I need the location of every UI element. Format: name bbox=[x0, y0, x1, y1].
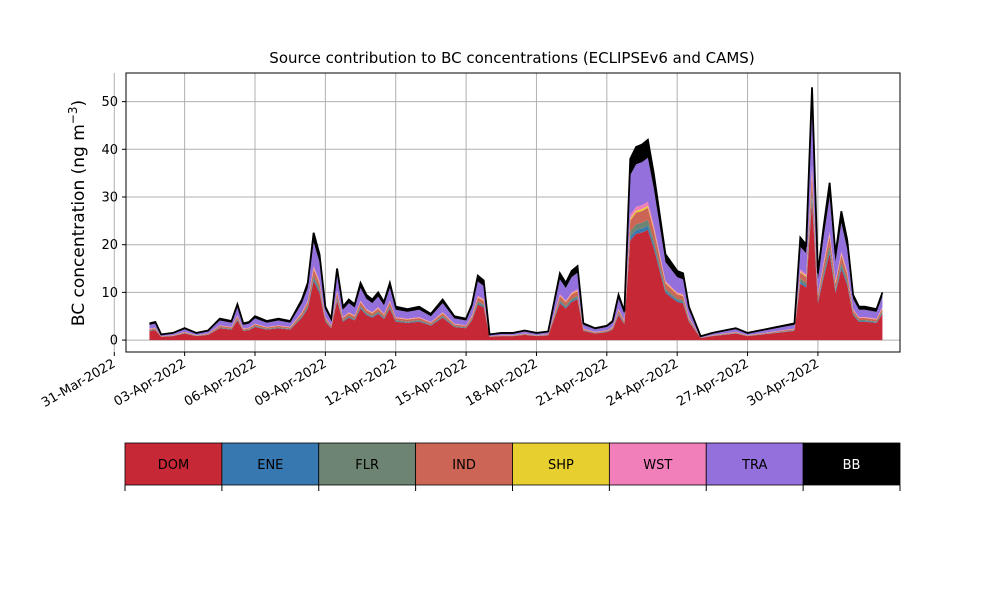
legend-label-wst: WST bbox=[643, 458, 672, 473]
y-axis-label-superscript: −3 bbox=[66, 106, 80, 124]
x-tick-label: 24-Apr-2022 bbox=[604, 356, 681, 409]
legend-label-bb: BB bbox=[843, 458, 861, 473]
total-line bbox=[149, 87, 884, 338]
plot-frame bbox=[125, 72, 901, 353]
area-bb bbox=[149, 87, 883, 337]
x-tick-label: 09-Apr-2022 bbox=[252, 356, 329, 409]
x-tick-label: 06-Apr-2022 bbox=[182, 356, 259, 409]
legend-label-ene: ENE bbox=[257, 458, 283, 473]
y-tick-label: 10 bbox=[101, 286, 118, 301]
y-tick-label: 30 bbox=[101, 191, 118, 206]
x-tick-label: 03-Apr-2022 bbox=[112, 356, 189, 409]
y-tick-label: 0 bbox=[110, 334, 118, 349]
total-line-layer bbox=[149, 87, 884, 338]
stacked-areas bbox=[149, 87, 883, 341]
legend: DOM ENE FLR IND SHP WST TRA BB bbox=[124, 442, 901, 491]
y-tick-label: 40 bbox=[101, 143, 118, 158]
legend-label-dom: DOM bbox=[158, 458, 189, 473]
grid bbox=[113, 73, 900, 352]
area-ene bbox=[149, 195, 883, 338]
area-flr bbox=[149, 188, 883, 338]
x-axis: 31-Mar-202203-Apr-202206-Apr-202209-Apr-… bbox=[39, 352, 822, 411]
y-tick-label: 50 bbox=[101, 95, 118, 110]
area-ind bbox=[149, 173, 883, 338]
legend-swatch-flr bbox=[318, 442, 417, 486]
y-axis: 0 10 20 30 40 50 bbox=[101, 95, 126, 349]
x-tick-label: 12-Apr-2022 bbox=[323, 356, 400, 409]
legend-label-shp: SHP bbox=[548, 458, 574, 473]
x-tick-label: 21-Apr-2022 bbox=[534, 356, 611, 409]
area-wst bbox=[149, 165, 883, 338]
legend-label-ind: IND bbox=[452, 458, 476, 473]
x-tick-label: 31-Mar-2022 bbox=[39, 356, 118, 410]
chart-title: Source contribution to BC concentrations… bbox=[269, 49, 754, 67]
area-tra bbox=[149, 110, 883, 338]
legend-swatch-ene bbox=[221, 442, 320, 486]
legend-swatch-tra bbox=[705, 442, 804, 486]
legend-swatch-ind bbox=[415, 442, 513, 486]
legend-label-tra: TRA bbox=[741, 458, 767, 473]
x-tick-label: 30-Apr-2022 bbox=[745, 356, 822, 409]
legend-swatch-bb bbox=[802, 442, 901, 486]
y-axis-label-main: BC concentration (ng m bbox=[69, 124, 89, 326]
y-axis-label: BC concentration (ng m−3) bbox=[66, 100, 89, 326]
legend-swatch-shp bbox=[512, 442, 610, 486]
y-axis-label-close: ) bbox=[69, 100, 89, 107]
x-tick-label: 18-Apr-2022 bbox=[463, 356, 540, 409]
legend-swatch-wst bbox=[608, 442, 707, 486]
x-tick-label: 27-Apr-2022 bbox=[674, 356, 751, 409]
legend-label-flr: FLR bbox=[355, 458, 379, 473]
area-shp bbox=[149, 170, 883, 338]
x-tick-label: 15-Apr-2022 bbox=[393, 356, 470, 409]
y-tick-label: 20 bbox=[101, 238, 118, 253]
area-dom bbox=[149, 201, 883, 341]
